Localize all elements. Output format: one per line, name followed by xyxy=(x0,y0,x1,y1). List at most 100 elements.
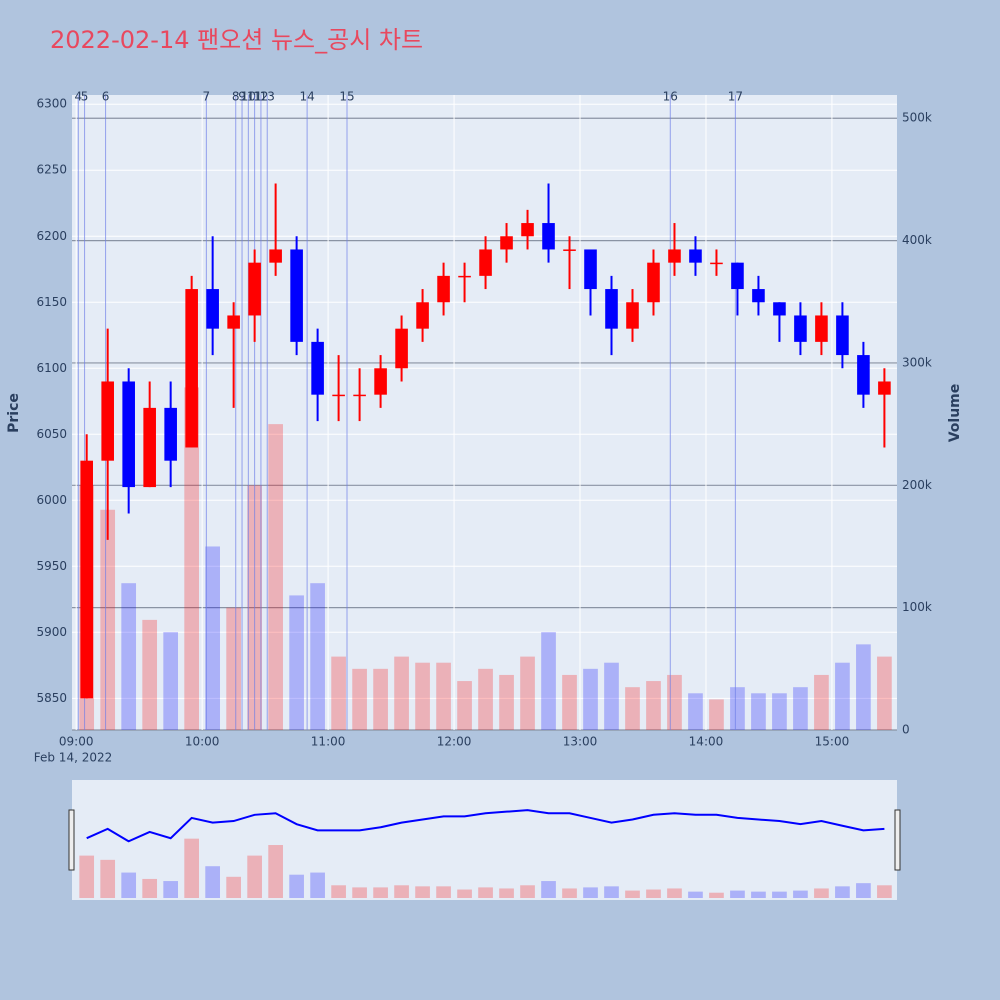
mini-volume-bar xyxy=(646,889,661,898)
volume-bar xyxy=(163,632,179,730)
volume-bar xyxy=(583,668,598,730)
mini-volume-bar xyxy=(499,888,514,898)
mini-volume-bar xyxy=(268,845,283,898)
candle-body xyxy=(731,262,744,290)
y-tick-label: 6050 xyxy=(36,427,67,441)
volume-bar xyxy=(877,656,892,730)
mini-volume-bar xyxy=(79,855,95,898)
y-tick-label: 6250 xyxy=(36,163,67,177)
mini-volume-bar xyxy=(583,887,598,898)
volume-bar xyxy=(226,607,241,730)
volume-bar xyxy=(310,583,325,730)
volume-bar xyxy=(562,674,577,730)
candle-body xyxy=(857,355,870,395)
mini-volume-bar xyxy=(625,890,640,898)
candle-body xyxy=(185,289,198,448)
range-handle[interactable] xyxy=(894,809,901,871)
volume-bar xyxy=(499,674,514,730)
mini-volume-bar xyxy=(121,872,137,898)
y-tick-label: 5950 xyxy=(36,559,67,573)
mini-volume-bar xyxy=(835,886,850,898)
volume-bar xyxy=(478,668,493,730)
candle-body xyxy=(878,381,891,395)
candle-body xyxy=(584,249,597,290)
mini-volume-bar xyxy=(667,888,682,898)
x-tick-label: 15:00 xyxy=(815,735,850,749)
mini-volume-bar xyxy=(772,891,787,898)
candle-body xyxy=(668,249,681,263)
x-tick-label: 13:00 xyxy=(563,735,598,749)
candle-body xyxy=(374,368,387,395)
news-label: 12 xyxy=(253,90,268,104)
y2-axis-title: Volume xyxy=(947,384,963,443)
mini-volume-bar xyxy=(100,859,116,898)
news-label: 17 xyxy=(728,90,743,104)
volume-bar xyxy=(100,509,116,730)
candle-body xyxy=(500,236,513,250)
y2-tick-label: 200k xyxy=(902,478,932,492)
mini-volume-bar xyxy=(478,887,493,898)
news-label: 6 xyxy=(102,90,110,104)
candle-body xyxy=(752,289,765,303)
mini-volume-bar xyxy=(205,866,220,898)
mini-volume-bar xyxy=(457,889,472,898)
mini-volume-bar xyxy=(415,886,430,898)
mini-volume-bar xyxy=(856,883,871,898)
range-handle[interactable] xyxy=(68,809,75,871)
candle-body xyxy=(794,315,807,342)
volume-bar xyxy=(121,583,137,730)
volume-bar xyxy=(793,687,808,730)
candle-body xyxy=(689,249,702,263)
news-label: 16 xyxy=(663,90,678,104)
mini-volume-bar xyxy=(163,881,179,898)
candle-body xyxy=(395,328,408,369)
candle-body xyxy=(143,407,156,488)
range-slider[interactable] xyxy=(72,780,897,900)
candle-body xyxy=(710,262,723,265)
volume-bar xyxy=(856,644,871,730)
y2-tick-label: 100k xyxy=(902,600,932,614)
news-label: 11 xyxy=(247,90,262,104)
volume-bar xyxy=(394,656,409,730)
y-tick-label: 5900 xyxy=(36,625,67,639)
mini-volume-bar xyxy=(331,885,346,898)
y2-tick-label: 400k xyxy=(902,233,932,247)
candle-body xyxy=(458,275,471,278)
x-subtitle: Feb 14, 2022 xyxy=(34,751,113,765)
y-tick-label: 6300 xyxy=(36,97,67,111)
candle-body xyxy=(206,289,219,329)
volume-bar xyxy=(688,693,703,730)
candle-body xyxy=(122,381,135,488)
volume-bar xyxy=(625,687,640,730)
volume-bar xyxy=(604,662,619,730)
mini-volume-bar xyxy=(604,886,619,898)
mini-volume-bar xyxy=(247,855,262,898)
volume-bar xyxy=(541,632,556,730)
plot-area xyxy=(72,95,897,730)
volume-bar xyxy=(835,662,850,730)
news-label: 15 xyxy=(339,90,354,104)
mini-volume-bar xyxy=(541,881,556,898)
volume-bar xyxy=(373,668,388,730)
candle-body xyxy=(101,381,114,461)
mini-volume-bar xyxy=(688,891,703,898)
news-label: 7 xyxy=(203,90,211,104)
candle-body xyxy=(836,315,849,356)
mini-volume-bar xyxy=(520,885,535,898)
y-axis-title: Price xyxy=(6,393,22,433)
news-label: 14 xyxy=(299,90,314,104)
volume-bar xyxy=(142,619,158,730)
candle-body xyxy=(605,289,618,329)
candle-body xyxy=(80,460,93,699)
candle-body xyxy=(773,302,786,316)
volume-bar xyxy=(457,681,472,730)
volume-bar xyxy=(436,662,451,730)
volume-bar xyxy=(331,656,346,730)
volume-bar xyxy=(814,674,829,730)
mini-volume-bar xyxy=(142,878,158,898)
candle-body xyxy=(479,249,492,276)
news-label: 4 xyxy=(74,90,82,104)
volume-bar xyxy=(667,674,682,730)
x-tick-label: 10:00 xyxy=(185,735,220,749)
